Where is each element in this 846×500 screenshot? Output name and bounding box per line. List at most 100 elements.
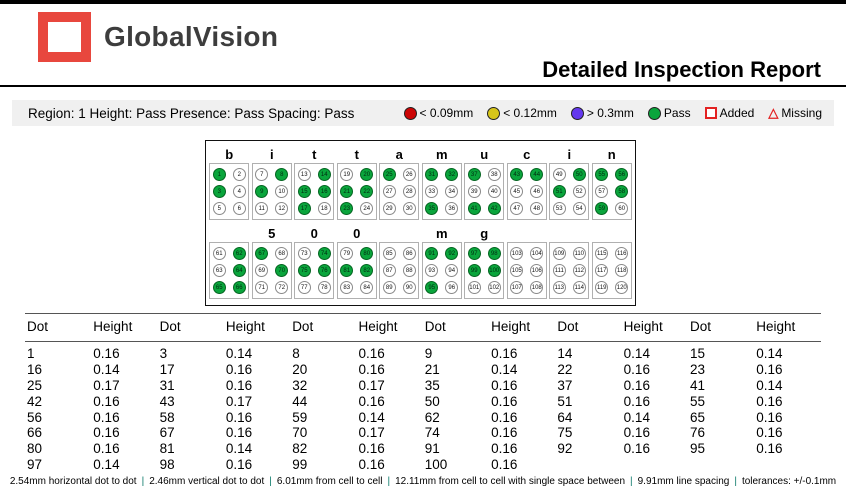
braille-dot-flat: 33 (425, 185, 439, 198)
table-cell: 32 (292, 377, 308, 393)
braille-dot-flat: 27 (382, 185, 396, 198)
braille-dot-raised: 97 (467, 247, 481, 260)
braille-dot-flat: 26 (402, 168, 416, 181)
legend: < 0.09mm < 0.12mm > 0.3mm Pass Added △ Missing (403, 106, 822, 120)
legend-label: < 0.12mm (503, 106, 557, 120)
braille-dot-flat: 118 (615, 264, 629, 277)
braille-dot-raised: 100 (487, 264, 501, 277)
footer-separator: | (141, 476, 145, 487)
braille-cell-label: i (567, 147, 572, 162)
braille-dot-raised: 31 (425, 168, 439, 181)
yellow-dot-icon (487, 106, 501, 120)
braille-cell: 55 56 57 58 59 60 (591, 163, 632, 220)
braille-dot-flat: 72 (275, 281, 289, 294)
table-cell: 0.17 (225, 393, 253, 409)
braille-dot-flat: 34 (445, 185, 459, 198)
braille-cell: 115 116 117 118 119 120 (591, 242, 632, 299)
table-header-cell: Height (225, 319, 265, 334)
braille-dot-raised: 23 (340, 202, 354, 215)
globalvision-logo-icon (38, 12, 91, 62)
table-header-cell: Height (358, 319, 398, 334)
braille-dot-raised: 80 (360, 247, 374, 260)
table-cell: 0.14 (225, 346, 253, 362)
footer-spec-text: tolerances: +/-0.1mm (741, 476, 837, 487)
braille-cell: 103 104 105 106 107 108 (506, 242, 547, 299)
braille-dot-flat: 104 (530, 247, 544, 260)
table-header: Dot Height Dot Height Dot Height Dot Height Dot H… (25, 313, 821, 342)
braille-diagram: b i t t a m u c i n 1 2 3 4 5 6 7 8 9 10 11 12 13 14 15 16 17 18 19 2… (205, 140, 636, 306)
braille-dot-flat: 90 (402, 281, 416, 294)
braille-dot-flat: 13 (297, 168, 311, 181)
braille-cell: 109 110 111 112 113 114 (549, 242, 590, 299)
braille-dot-flat: 110 (572, 247, 586, 260)
braille-cell-label: b (225, 147, 234, 162)
table-cell: 0.14 (225, 441, 253, 457)
braille-dot-flat: 105 (510, 264, 524, 277)
braille-dot-flat: 117 (595, 264, 609, 277)
braille-dot-raised: 8 (275, 168, 289, 181)
braille-dot-flat: 53 (552, 202, 566, 215)
braille-dot-flat: 28 (402, 185, 416, 198)
table-cell: 44 (292, 393, 308, 409)
table-cell: 66 (27, 425, 43, 441)
braille-cell: 49 50 51 52 53 54 (549, 163, 590, 220)
table-row: 16 0.14 17 0.16 20 0.16 21 0.14 22 0.16 23 0.16 (25, 362, 821, 378)
red-dot-icon (403, 106, 417, 120)
braille-dot-raised: 43 (510, 168, 524, 181)
legend-label: > 0.3mm (586, 106, 634, 120)
braille-dot-flat: 46 (530, 185, 544, 198)
braille-dot-raised: 74 (317, 247, 331, 260)
table-header-cell: Height (756, 319, 796, 334)
table-cell: 50 (424, 393, 440, 409)
braille-cells-row: 1 2 3 4 5 6 7 8 9 10 11 12 13 14 15 16 17 18 19 20 21 22 23 24 2… (206, 163, 635, 220)
table-cell: 0.16 (93, 441, 120, 457)
braille-dot-flat: 24 (360, 202, 374, 215)
braille-dot-raised: 42 (487, 202, 501, 215)
table-row: 42 0.16 43 0.17 44 0.16 50 0.16 51 0.16 55 0.16 (25, 393, 821, 409)
table-cell: 55 (689, 393, 705, 409)
table-cell: 51 (557, 393, 573, 409)
braille-dot-flat: 7 (255, 168, 269, 181)
table-cell: 74 (424, 425, 440, 441)
braille-dot-flat: 4 (232, 185, 246, 198)
braille-dot-flat: 52 (572, 185, 586, 198)
table-cell: 0.16 (491, 441, 518, 457)
braille-cell: 19 20 21 22 23 24 (336, 163, 377, 220)
braille-dot-flat: 6 (232, 202, 246, 215)
braille-dot-raised: 20 (360, 168, 374, 181)
table-cell: 31 (159, 377, 175, 393)
table-row: 1 0.16 3 0.14 8 0.16 9 0.16 14 0.14 15 0.14 (25, 346, 821, 362)
table-cell: 99 (292, 456, 308, 472)
braille-dot-raised: 75 (297, 264, 311, 277)
braille-dot-raised: 22 (360, 185, 374, 198)
table-cell: 0.14 (756, 377, 783, 393)
footer-specs: 2.54mm horizontal dot to dot | 2.46mm vert… (0, 476, 846, 487)
braille-dot-flat: 93 (425, 264, 439, 277)
legend-item: △ Missing (768, 106, 822, 120)
table-cell: 91 (424, 441, 440, 457)
table-cell: 0.16 (93, 409, 120, 425)
table-cell: 0.14 (623, 346, 650, 362)
table-cell: 0.16 (491, 456, 518, 472)
braille-dot-raised: 1 (212, 168, 226, 181)
table-cell: 1 (27, 346, 35, 362)
brand-name: GlobalVision (104, 21, 279, 52)
braille-dot-flat: 120 (615, 281, 629, 294)
table-cell: 0.14 (358, 409, 385, 425)
braille-cell-label: m (435, 147, 448, 162)
braille-dot-flat: 38 (487, 168, 501, 181)
table-cell: 76 (689, 425, 705, 441)
braille-cell-label: t (312, 147, 317, 162)
table-cell: 0.16 (623, 441, 650, 457)
braille-dot-flat: 30 (402, 202, 416, 215)
braille-dot-flat: 71 (255, 281, 269, 294)
table-cell: 0.16 (358, 346, 385, 362)
braille-dot-raised: 16 (317, 185, 331, 198)
table-cell: 41 (689, 377, 705, 393)
braille-dot-flat: 60 (615, 202, 629, 215)
braille-cells-row: 61 62 63 64 65 66 67 68 69 70 71 72 73 74 75 76 77 78 79 80… (206, 242, 635, 299)
braille-dot-flat: 36 (445, 202, 459, 215)
braille-dot-flat: 73 (297, 247, 311, 260)
braille-dot-flat: 29 (382, 202, 396, 215)
